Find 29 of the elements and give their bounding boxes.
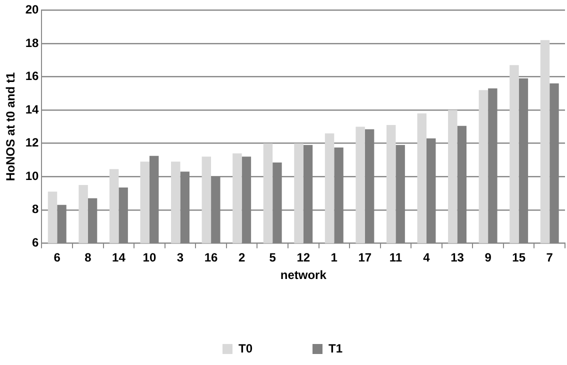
x-tick-label: 1 — [330, 250, 338, 265]
x-tick-label: 7 — [546, 250, 554, 265]
legend-label: T0 — [238, 341, 253, 356]
x-tick-label: 10 — [142, 250, 156, 265]
y-tick-label: 8 — [32, 202, 40, 216]
legend-label: T1 — [328, 341, 343, 356]
y-tick-label: 10 — [25, 168, 40, 183]
x-tick-label: 2 — [238, 250, 246, 265]
x-tick-label: 3 — [176, 250, 184, 265]
y-tick-label: 12 — [25, 136, 40, 150]
x-tick-label: 9 — [484, 250, 492, 265]
x-tick-label: 5 — [269, 250, 276, 265]
y-tick-label: 20 — [25, 2, 40, 17]
x-tick-label: 12 — [296, 250, 310, 265]
x-tick-label: 16 — [204, 250, 218, 265]
x-tick-label: 4 — [423, 250, 430, 265]
x-tick-label: 8 — [84, 250, 92, 265]
x-tick-label: 15 — [512, 250, 526, 265]
x-tick-label: 11 — [389, 250, 402, 265]
x-tick-label: 14 — [112, 250, 126, 265]
y-tick-label: 14 — [25, 102, 40, 116]
x-axis-title: network — [280, 268, 327, 282]
y-tick-label: 6 — [32, 236, 40, 250]
y-tick-label: 16 — [25, 69, 40, 84]
y-tick-label: 18 — [25, 36, 40, 50]
y-axis-title: HoNOS at t0 and t1 — [4, 72, 18, 182]
x-tick-label: 6 — [54, 250, 61, 265]
x-tick-label: 13 — [450, 250, 464, 265]
x-tick-label: 17 — [358, 250, 372, 265]
